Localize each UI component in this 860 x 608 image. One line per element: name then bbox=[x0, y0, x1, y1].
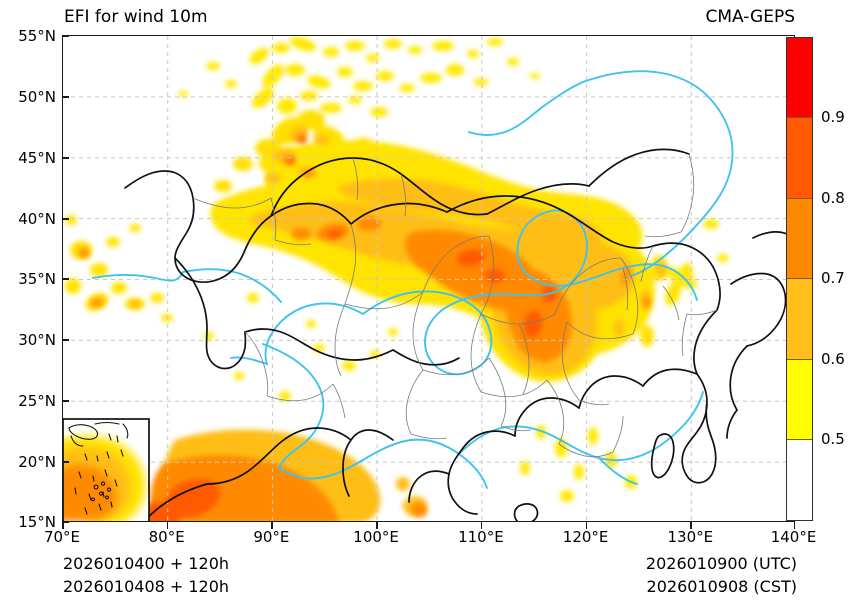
ytick-mark bbox=[62, 218, 69, 220]
colorbar-band-above-0.9 bbox=[787, 38, 812, 118]
ytick-label-20n: 20°N bbox=[18, 453, 56, 471]
ytick-mark bbox=[62, 339, 69, 341]
hainan-outline bbox=[513, 503, 539, 521]
south-china-sea-inset bbox=[63, 418, 150, 521]
yangtze-river bbox=[262, 343, 325, 469]
colorbar-band-0.6-0.7 bbox=[787, 279, 812, 360]
colorbar-band-below-0.5 bbox=[787, 440, 812, 520]
korea-outline bbox=[681, 373, 717, 484]
ytick-label-35n: 35°N bbox=[18, 270, 56, 288]
ytick-label-30n: 30°N bbox=[18, 331, 56, 349]
ytick-mark bbox=[62, 400, 69, 402]
xtick-mark bbox=[690, 522, 692, 529]
colorbar-band-0.7-0.8 bbox=[787, 199, 812, 279]
map-plot-area bbox=[62, 35, 795, 522]
xtick-label-80e: 80°E bbox=[148, 528, 185, 546]
xtick-label-70e: 70°E bbox=[43, 528, 81, 546]
colorbar bbox=[786, 37, 813, 521]
xtick-mark bbox=[793, 522, 796, 529]
ytick-mark bbox=[62, 278, 69, 280]
colorbar-label-0.5: 0.5 bbox=[821, 430, 845, 448]
init-time-utc-label: 2026010400 + 120h bbox=[63, 554, 230, 573]
ytick-label-50n: 50°N bbox=[18, 88, 56, 106]
xtick-label-100e: 100°E bbox=[353, 528, 399, 546]
china-east-coast bbox=[578, 375, 644, 409]
model-name-label: CMA-GEPS bbox=[705, 7, 795, 27]
colorbar-band-0.5-0.6 bbox=[787, 360, 812, 440]
colorbar-label-0.7: 0.7 bbox=[821, 269, 845, 287]
ytick-label-45n: 45°N bbox=[18, 149, 56, 167]
xtick-label-110e: 110°E bbox=[458, 528, 504, 546]
ytick-mark bbox=[62, 157, 69, 159]
ytick-label-55n: 55°N bbox=[18, 27, 56, 45]
init-time-cst-label: 2026010408 + 120h bbox=[63, 577, 230, 596]
xtick-mark bbox=[376, 522, 378, 529]
rivers-layer bbox=[92, 70, 734, 489]
valid-time-cst-label: 2026010908 (CST) bbox=[646, 577, 797, 596]
xtick-label-140e: 140°E bbox=[770, 528, 817, 546]
ytick-label-15n: 15°N bbox=[18, 513, 56, 531]
colorbar-label-0.6: 0.6 bbox=[821, 350, 845, 368]
ytick-mark bbox=[62, 35, 69, 37]
amur-river bbox=[582, 70, 734, 277]
taiwan-outline bbox=[650, 433, 675, 479]
valid-time-utc-label: 2026010900 (UTC) bbox=[645, 554, 797, 573]
xtick-mark bbox=[585, 522, 588, 529]
ytick-mark bbox=[62, 461, 69, 463]
page-title: EFI for wind 10m bbox=[64, 7, 208, 27]
ytick-mark bbox=[62, 96, 69, 98]
colorbar-label-0.9: 0.9 bbox=[821, 108, 845, 126]
colorbar-band-0.8-0.9 bbox=[787, 118, 812, 199]
xtick-mark bbox=[271, 522, 273, 529]
indochina-coast bbox=[447, 447, 478, 515]
xtick-label-90e: 90°E bbox=[253, 528, 290, 546]
province-borders-layer bbox=[192, 153, 718, 458]
ytick-label-25n: 25°N bbox=[18, 392, 56, 410]
map-svg bbox=[63, 36, 794, 521]
ytick-mark bbox=[62, 521, 69, 523]
xtick-label-130e: 130°E bbox=[667, 528, 714, 546]
xtick-mark bbox=[166, 522, 169, 529]
china-border bbox=[124, 170, 352, 283]
xtick-mark bbox=[62, 522, 64, 529]
yellow-river bbox=[362, 209, 698, 376]
xtick-mark bbox=[480, 522, 483, 529]
ytick-label-40n: 40°N bbox=[18, 210, 56, 228]
colorbar-label-0.8: 0.8 bbox=[821, 189, 845, 207]
xtick-label-120e: 120°E bbox=[562, 528, 609, 546]
